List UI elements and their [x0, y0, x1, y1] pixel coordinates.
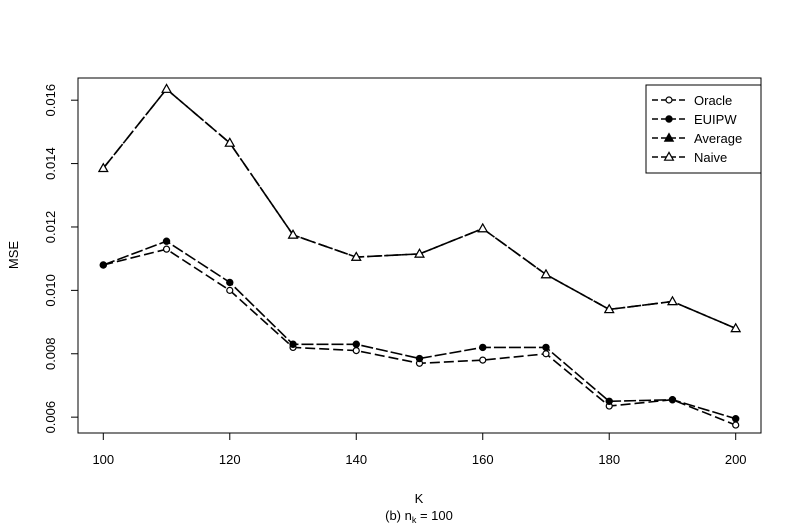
series-line-oracle — [103, 249, 735, 425]
chart-caption: (b) nk = 100 — [385, 508, 453, 525]
x-tick-label: 160 — [472, 452, 494, 467]
y-tick-label: 0.012 — [43, 211, 58, 244]
series-line-average — [103, 89, 735, 328]
data-point-euipw — [416, 355, 422, 361]
y-tick-label: 0.008 — [43, 337, 58, 370]
series-euipw — [100, 238, 739, 422]
legend-label-euipw: EUIPW — [694, 112, 737, 127]
data-point-euipw — [543, 344, 549, 350]
y-tick-label: 0.006 — [43, 401, 58, 434]
data-point-euipw — [480, 344, 486, 350]
x-axis-label: K — [415, 491, 424, 506]
data-point-oracle — [353, 348, 359, 354]
x-tick-label: 140 — [345, 452, 367, 467]
data-point-euipw — [290, 341, 296, 347]
y-tick-label: 0.010 — [43, 274, 58, 307]
x-tick-label: 120 — [219, 452, 241, 467]
caption-suffix: = 100 — [416, 508, 453, 523]
data-point-oracle — [227, 287, 233, 293]
data-point-oracle — [543, 351, 549, 357]
series-layer — [99, 84, 740, 428]
axes: 100 120 140 160 180 200 0.006 0.008 0.010 0.012 0.… — [43, 84, 747, 467]
data-point-euipw — [606, 398, 612, 404]
x-tick-label: 200 — [725, 452, 747, 467]
data-point-euipw — [163, 238, 169, 244]
data-point-euipw — [100, 262, 106, 268]
legend-label-average: Average — [694, 131, 742, 146]
y-tick-label: 0.016 — [43, 84, 58, 117]
caption-prefix: (b) n — [385, 508, 412, 523]
data-point-naive — [542, 270, 551, 278]
legend-marker-oracle — [666, 97, 672, 103]
legend: Oracle EUIPW Average Naive — [646, 85, 761, 173]
series-average — [99, 84, 740, 331]
data-point-naive — [668, 297, 677, 305]
data-point-euipw — [733, 416, 739, 422]
data-point-euipw — [669, 397, 675, 403]
data-point-oracle — [733, 422, 739, 428]
data-point-euipw — [353, 341, 359, 347]
y-axis-label: MSE — [6, 241, 21, 270]
y-tick-label: 0.014 — [43, 147, 58, 180]
data-point-oracle — [480, 357, 486, 363]
series-naive — [99, 84, 740, 331]
data-point-euipw — [227, 279, 233, 285]
legend-marker-euipw — [666, 116, 672, 122]
x-tick-label: 180 — [598, 452, 620, 467]
series-line-euipw — [103, 241, 735, 419]
legend-label-naive: Naive — [694, 150, 727, 165]
data-point-naive — [162, 84, 171, 92]
series-line-naive — [103, 89, 735, 328]
legend-label-oracle: Oracle — [694, 93, 732, 108]
x-tick-label: 100 — [92, 452, 114, 467]
data-point-oracle — [164, 246, 170, 252]
data-point-naive — [478, 224, 487, 232]
